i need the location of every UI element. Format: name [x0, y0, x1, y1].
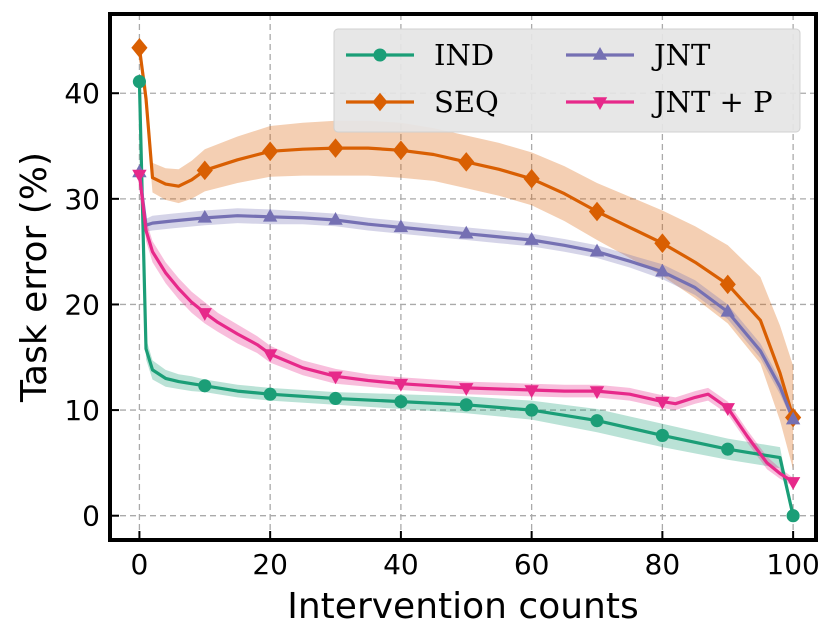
marker-jnt-100: [785, 411, 801, 425]
legend-marker-jnt-p: [592, 97, 608, 110]
marker-jnt-30: [328, 211, 343, 225]
marker-jnt-p-40: [393, 378, 409, 392]
marker-ind-0: [132, 75, 146, 89]
marker-ind-90: [721, 442, 735, 456]
series-markers: [131, 38, 802, 523]
marker-jnt-p-20: [262, 349, 278, 363]
marker-seq-0: [131, 38, 148, 58]
legend-label-jnt-p: JNT + P: [651, 85, 773, 119]
marker-seq-40: [392, 140, 409, 161]
marker-jnt-60: [524, 232, 539, 245]
marker-seq-20: [262, 141, 279, 162]
marker-jnt-p-10: [197, 308, 212, 321]
marker-jnt-10: [197, 209, 212, 223]
marker-jnt-p-80: [655, 396, 670, 410]
marker-ind-100: [786, 509, 800, 523]
marker-jnt-p-100: [785, 477, 801, 490]
line-seq: [137, 47, 795, 418]
marker-jnt-40: [393, 219, 409, 233]
y-tick-label-30: 30: [64, 183, 100, 216]
legend-marker-seq: [372, 92, 388, 112]
legend-marker-jnt: [592, 47, 608, 60]
x-tick-label-20: 20: [252, 548, 288, 581]
legend-box: [333, 28, 801, 133]
marker-jnt-p-50: [459, 383, 474, 396]
band-seq: [139, 45, 794, 470]
line-jnt: [137, 172, 795, 421]
x-tick-label-0: 0: [131, 548, 149, 581]
marker-ind-60: [525, 403, 539, 417]
marker-ind-50: [459, 398, 473, 412]
y-tick-label-10: 10: [64, 394, 100, 427]
legend-label-ind: IND: [434, 38, 494, 72]
marker-jnt-p-90: [720, 403, 735, 416]
marker-ind-10: [198, 379, 212, 393]
x-tick-label-80: 80: [645, 548, 681, 581]
marker-jnt-20: [262, 208, 278, 222]
marker-jnt-50: [459, 225, 474, 239]
series-lines: [137, 47, 795, 517]
marker-seq-60: [523, 168, 540, 189]
legend-label-seq: SEQ: [434, 85, 499, 119]
marker-seq-50: [458, 152, 475, 172]
x-tick-label-100: 100: [766, 548, 819, 581]
marker-seq-10: [196, 160, 213, 181]
marker-seq-80: [654, 233, 671, 253]
legend: IND SEQ JNT JNT + P: [333, 28, 801, 133]
y-tick-label-20: 20: [64, 288, 100, 321]
confidence-bands: [139, 45, 794, 517]
y-axis-label: Task error (%): [14, 152, 55, 403]
marker-ind-70: [590, 414, 604, 428]
marker-seq-70: [588, 201, 606, 222]
marker-jnt-p-60: [524, 385, 539, 399]
legend-label-jnt: JNT: [651, 38, 711, 72]
marker-jnt-p-30: [328, 371, 343, 385]
legend-marker-ind: [373, 48, 387, 62]
marker-ind-40: [394, 395, 408, 409]
line-ind: [137, 81, 795, 517]
plot-frame: [108, 12, 818, 542]
marker-jnt-70: [589, 243, 605, 257]
marker-ind-20: [263, 387, 277, 401]
marker-ind-80: [655, 428, 669, 442]
line-jnt-p: [137, 174, 794, 484]
marker-jnt-90: [720, 303, 735, 317]
marker-seq-30: [327, 138, 344, 158]
marker-ind-30: [328, 391, 343, 406]
marker-jnt-p-70: [589, 386, 605, 400]
axis-ticks: 0 20 40 60 80 100 0 10 20 30 40: [64, 77, 819, 581]
marker-seq-90: [719, 274, 736, 295]
x-tick-label-60: 60: [514, 548, 550, 581]
marker-jnt-80: [655, 263, 670, 277]
y-tick-label-40: 40: [64, 77, 100, 110]
marker-jnt-p-0: [132, 169, 147, 183]
x-axis-label: Intervention counts: [287, 586, 639, 627]
y-tick-label-0: 0: [82, 500, 100, 533]
x-tick-label-40: 40: [383, 548, 419, 581]
